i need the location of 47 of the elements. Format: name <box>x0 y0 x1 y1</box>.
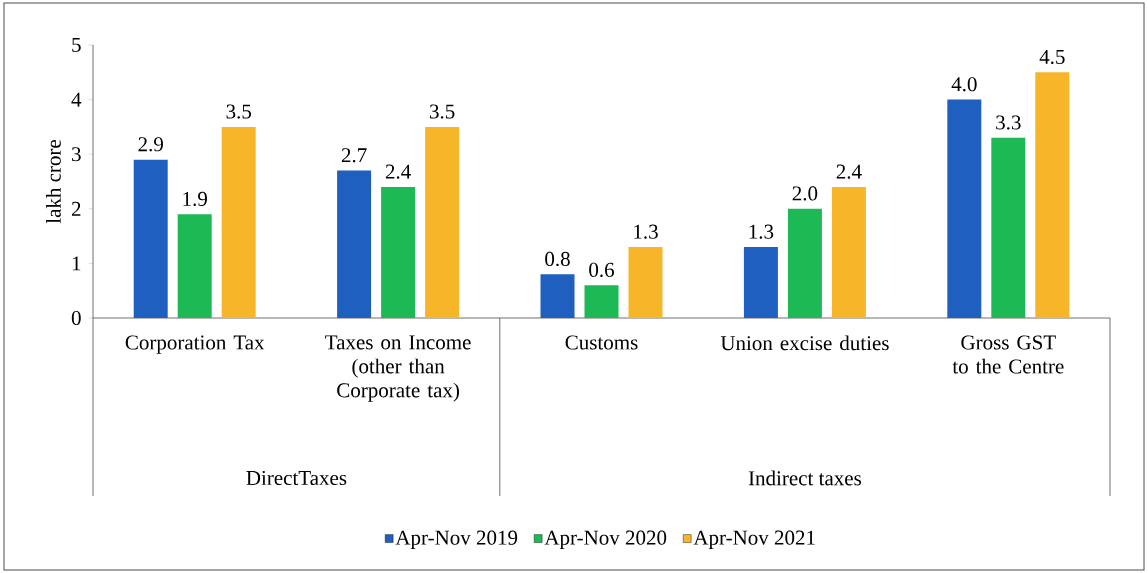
x-tick-label: Customs <box>565 335 638 350</box>
bar <box>221 126 256 318</box>
legend-label: Apr-Nov 2021 <box>693 530 815 550</box>
data-label: 0.6 <box>589 262 615 278</box>
data-label: 4.0 <box>951 77 977 92</box>
y-tick-label: 4 <box>71 92 82 107</box>
legend-label: Apr-Nov 2020 <box>544 530 667 550</box>
y-tick-label: 3 <box>72 147 81 162</box>
text: DirectTaxes <box>246 470 347 486</box>
data-label: 3.5 <box>429 104 455 119</box>
bar <box>337 170 372 318</box>
bar <box>177 214 212 318</box>
bar <box>1035 72 1070 318</box>
y-tick-label: 0 <box>71 310 81 326</box>
y-tick-label: 2 <box>71 201 81 216</box>
bar <box>991 137 1026 318</box>
data-label: 2.0 <box>792 186 818 201</box>
text: Indirect taxes <box>748 470 862 486</box>
bar <box>133 159 168 318</box>
data-label: 1.3 <box>749 224 774 239</box>
bar <box>947 99 982 318</box>
x-tick-label: Taxes on Income (other than Corporate tax) <box>325 335 471 402</box>
bar <box>831 186 866 318</box>
bar <box>787 208 822 318</box>
data-label: 3.5 <box>226 104 251 119</box>
x-tick-label: Gross GST to the Centre <box>952 335 1064 374</box>
data-label: 0.8 <box>545 251 570 267</box>
bar <box>628 247 663 318</box>
x-tick-label: Corporation Tax <box>125 335 265 354</box>
data-label: 2.4 <box>836 164 862 179</box>
data-label: 1.3 <box>634 224 658 239</box>
bar <box>584 285 619 318</box>
data-label: 2.9 <box>138 137 163 152</box>
bar <box>381 186 416 318</box>
bar <box>743 247 778 318</box>
bar <box>540 274 575 318</box>
legend-label: Apr-Nov 2019 <box>395 530 518 550</box>
data-label: 1.9 <box>183 191 207 207</box>
y-tick-label: 1 <box>72 256 81 271</box>
x-tick-label: Union excise duties <box>720 335 889 351</box>
data-label: 2.7 <box>341 148 367 163</box>
data-label: 2.4 <box>385 164 411 179</box>
y-axis-title: lakh crore <box>46 139 61 224</box>
data-label: 4.5 <box>1039 49 1065 65</box>
data-label: 3.3 <box>996 115 1021 130</box>
y-tick-label: 5 <box>72 38 81 52</box>
bar <box>425 126 460 318</box>
